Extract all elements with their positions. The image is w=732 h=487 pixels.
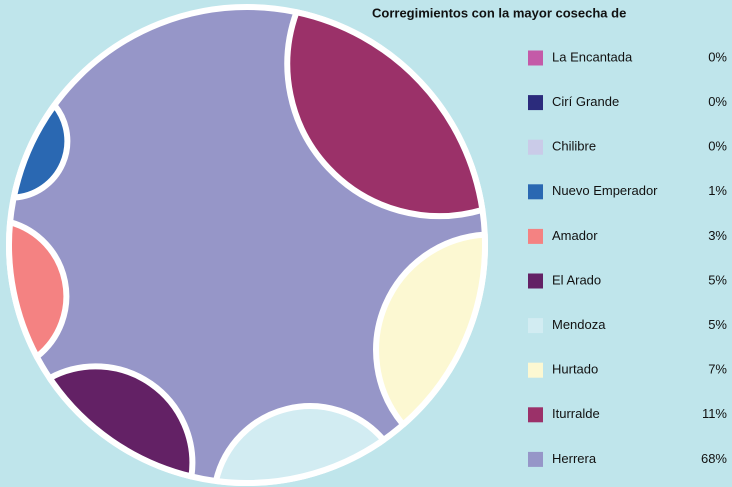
legend-value: 68% xyxy=(701,451,727,466)
legend-swatch xyxy=(528,407,543,423)
legend-swatch xyxy=(528,95,543,111)
chart-title: Corregimientos con la mayor cosecha de xyxy=(372,5,626,20)
legend-label: La Encantada xyxy=(552,49,633,64)
legend-label: El Arado xyxy=(552,272,601,287)
legend-label: Mendoza xyxy=(552,317,606,332)
legend-swatch xyxy=(528,139,543,155)
legend-label: Cirí Grande xyxy=(552,94,619,109)
pie-segment xyxy=(10,102,71,201)
legend-swatch xyxy=(528,50,543,66)
pie-segment xyxy=(373,231,488,428)
legend-label: Iturralde xyxy=(552,406,600,421)
legend-value: 1% xyxy=(708,183,727,198)
pie-segment xyxy=(6,219,70,360)
legend-label: Chilibre xyxy=(552,139,596,154)
legend-label: Herrera xyxy=(552,451,597,466)
legend-value: 7% xyxy=(708,362,727,377)
legend-swatch xyxy=(528,228,543,244)
legend-value: 0% xyxy=(708,94,727,109)
legend-label: Amador xyxy=(552,228,598,243)
legend-value: 3% xyxy=(708,228,727,243)
pie-segment xyxy=(284,9,486,220)
legend-label: Nuevo Emperador xyxy=(552,183,658,198)
legend-swatch xyxy=(528,184,543,200)
legend-label: Hurtado xyxy=(552,362,598,377)
legend-swatch xyxy=(528,362,543,378)
legend-value: 0% xyxy=(708,139,727,154)
legend-value: 5% xyxy=(708,272,727,287)
legend-swatch xyxy=(528,451,543,467)
legend-swatch xyxy=(528,273,543,289)
legend-value: 0% xyxy=(708,49,727,64)
legend-swatch xyxy=(528,318,543,334)
pie-segment xyxy=(46,363,196,480)
pie-segment xyxy=(212,403,387,486)
legend-value: 11% xyxy=(702,406,727,421)
legend-value: 5% xyxy=(708,317,727,332)
